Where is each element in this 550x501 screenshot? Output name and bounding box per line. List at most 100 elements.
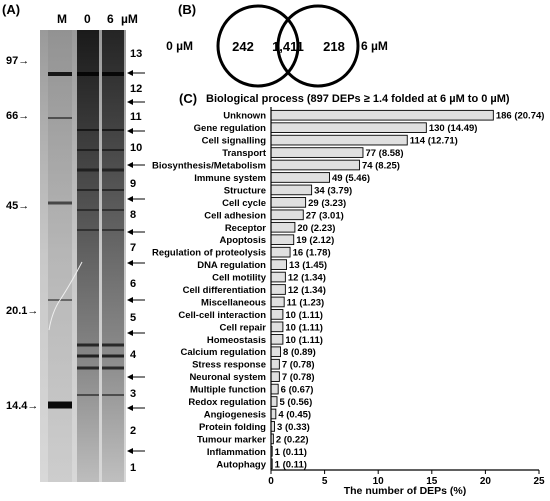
bar bbox=[270, 147, 364, 158]
venn-right-condition: 6 µM bbox=[361, 39, 388, 53]
x-tick-label: 15 bbox=[426, 476, 438, 487]
category-label: Autophagy bbox=[216, 459, 266, 470]
fraction-boundary-arrow bbox=[127, 162, 145, 168]
category-label: Neuronal system bbox=[189, 372, 266, 383]
bar bbox=[270, 383, 279, 395]
fraction-number: 8 bbox=[130, 209, 136, 221]
bar-value-label: 29 (3.23) bbox=[308, 198, 346, 209]
bar-value-label: 5 (0.56) bbox=[280, 397, 313, 408]
bar bbox=[270, 184, 313, 196]
bar-value-label: 49 (5.46) bbox=[332, 173, 370, 184]
panel-a-label: (A) bbox=[2, 2, 20, 17]
fraction-number: 13 bbox=[130, 48, 142, 60]
bar bbox=[270, 333, 284, 345]
category-label: Cell differentiation bbox=[183, 285, 267, 296]
x-axis-label: The number of DEPs (%) bbox=[344, 485, 467, 497]
fraction-number: 6 bbox=[130, 278, 136, 290]
fraction-number: 9 bbox=[130, 178, 136, 190]
category-label: Cell-cell interaction bbox=[178, 310, 266, 321]
bar-value-label: 12 (1.34) bbox=[288, 273, 326, 284]
category-label: Tumour marker bbox=[197, 434, 266, 445]
bar-value-label: 186 (20.74) bbox=[496, 111, 545, 122]
fraction-number: 12 bbox=[130, 83, 142, 95]
bar-value-label: 3 (0.33) bbox=[277, 422, 310, 433]
fraction-number: 7 bbox=[130, 242, 136, 254]
venn-right-only-count: 218 bbox=[323, 39, 345, 54]
category-label: DNA regulation bbox=[197, 260, 266, 271]
fraction-boundary-arrow bbox=[127, 99, 145, 105]
category-label: Apoptosis bbox=[220, 235, 266, 246]
bar-value-label: 16 (1.78) bbox=[293, 248, 331, 259]
category-label: Biosynthesis/Metabolism bbox=[152, 161, 266, 172]
venn-left-condition: 0 µM bbox=[166, 39, 193, 53]
bar-value-label: 27 (3.01) bbox=[306, 210, 344, 221]
panel-b-label: (B) bbox=[178, 2, 196, 17]
bar bbox=[270, 246, 291, 258]
lane-header-0-um: 0 bbox=[84, 12, 91, 26]
fraction-boundary-arrow bbox=[127, 128, 145, 134]
bar-value-label: 10 (1.11) bbox=[285, 335, 323, 346]
category-label: Cell adhesion bbox=[204, 210, 266, 221]
fraction-boundary-arrow bbox=[127, 330, 145, 336]
marker-weight-label: 20.1→ bbox=[6, 305, 38, 317]
fraction-boundary-arrow bbox=[127, 448, 145, 454]
fraction-number: 5 bbox=[130, 312, 136, 324]
lane-header-unit: µM bbox=[121, 12, 138, 26]
bar bbox=[270, 209, 304, 221]
bar bbox=[270, 296, 285, 308]
venn-circle-6-um bbox=[276, 4, 360, 88]
x-tick-label: 5 bbox=[322, 476, 328, 487]
fraction-boundary-arrow bbox=[127, 405, 145, 411]
bar bbox=[270, 284, 286, 295]
category-label: Receptor bbox=[225, 223, 266, 234]
fraction-boundary-arrow bbox=[127, 374, 145, 380]
bar-value-label: 10 (1.11) bbox=[285, 310, 323, 321]
x-tick-label: 0 bbox=[268, 476, 274, 487]
panel-c-label: (C) bbox=[179, 91, 197, 106]
bar-value-label: 11 (1.23) bbox=[287, 297, 325, 308]
bar bbox=[270, 358, 280, 370]
bar-value-label: 2 (0.22) bbox=[276, 434, 309, 445]
panel-c-bar-chart: (C) Biological process (897 DEPs ≥ 1.4 f… bbox=[152, 91, 545, 497]
bar-value-label: 1 (0.11) bbox=[275, 447, 307, 458]
fraction-number: 4 bbox=[130, 349, 137, 361]
panel-a-gel-figure: (A) M 0 6 µM 97→66→45→20.1→14.4→ 1312111… bbox=[2, 2, 145, 482]
bar bbox=[270, 159, 360, 171]
category-label: Angiogenesis bbox=[204, 409, 266, 420]
bar-value-label: 130 (14.49) bbox=[429, 123, 478, 134]
fraction-boundary-arrow bbox=[127, 196, 145, 202]
gel-image bbox=[40, 30, 126, 482]
category-label: Redox regulation bbox=[188, 397, 266, 408]
venn-overlap-count: 1,411 bbox=[272, 39, 304, 54]
bar bbox=[270, 109, 494, 121]
fraction-boundary-arrow bbox=[127, 229, 145, 235]
x-tick-label: 10 bbox=[373, 476, 385, 487]
bar-value-label: 77 (8.58) bbox=[365, 148, 403, 159]
category-label: Miscellaneous bbox=[201, 297, 266, 308]
bar-value-label: 74 (8.25) bbox=[362, 161, 400, 172]
bar-value-label: 13 (1.45) bbox=[289, 260, 327, 271]
venn-left-only-count: 242 bbox=[232, 39, 254, 54]
bar bbox=[270, 134, 408, 146]
bar-value-label: 114 (12.71) bbox=[410, 136, 458, 147]
category-label: Stress response bbox=[192, 360, 266, 371]
bar bbox=[270, 234, 295, 246]
venn-circle-0-um bbox=[216, 4, 300, 88]
bar bbox=[270, 309, 284, 320]
marker-weight-label: 97→ bbox=[6, 55, 29, 67]
bar bbox=[270, 221, 296, 233]
fraction-number: 1 bbox=[130, 462, 136, 474]
marker-weight-label: 66→ bbox=[6, 110, 29, 122]
bar bbox=[270, 408, 277, 420]
bar bbox=[270, 122, 427, 133]
fraction-boundary-arrow bbox=[127, 260, 145, 266]
fraction-number: 3 bbox=[130, 388, 136, 400]
category-label: Multiple function bbox=[190, 385, 266, 396]
panel-b-venn-diagram: (B) 0 µM 242 1,411 218 6 µM bbox=[166, 2, 388, 88]
category-label: Cell cycle bbox=[222, 198, 266, 209]
bar-value-label: 19 (2.12) bbox=[296, 235, 334, 246]
category-label: Immune system bbox=[194, 173, 266, 184]
bar-value-label: 10 (1.11) bbox=[285, 322, 323, 333]
lane-header-marker: M bbox=[57, 12, 67, 26]
